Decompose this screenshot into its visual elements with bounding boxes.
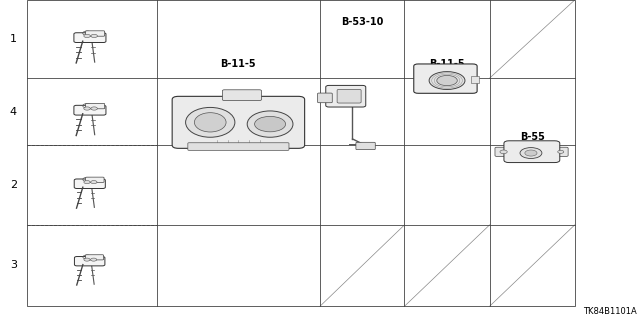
Circle shape xyxy=(84,34,90,38)
Circle shape xyxy=(91,107,97,110)
Circle shape xyxy=(91,258,97,261)
Ellipse shape xyxy=(247,111,293,137)
FancyBboxPatch shape xyxy=(356,142,375,150)
Ellipse shape xyxy=(186,108,235,137)
FancyBboxPatch shape xyxy=(223,90,262,100)
FancyBboxPatch shape xyxy=(495,147,512,156)
Text: 1: 1 xyxy=(10,34,17,44)
FancyBboxPatch shape xyxy=(188,143,289,150)
Ellipse shape xyxy=(195,113,226,132)
Circle shape xyxy=(84,258,90,261)
FancyBboxPatch shape xyxy=(326,85,366,107)
FancyBboxPatch shape xyxy=(554,147,568,156)
Text: 2: 2 xyxy=(10,180,17,190)
Text: B-55: B-55 xyxy=(520,132,545,142)
FancyBboxPatch shape xyxy=(317,93,332,103)
Circle shape xyxy=(520,148,542,159)
FancyBboxPatch shape xyxy=(86,103,105,109)
Circle shape xyxy=(255,116,285,132)
FancyBboxPatch shape xyxy=(337,89,361,103)
FancyBboxPatch shape xyxy=(74,256,105,266)
Text: TK84B1101A: TK84B1101A xyxy=(583,308,637,316)
Text: B-53-10: B-53-10 xyxy=(341,17,383,27)
Circle shape xyxy=(84,181,90,184)
Circle shape xyxy=(84,107,90,110)
FancyBboxPatch shape xyxy=(414,64,477,93)
Circle shape xyxy=(500,150,508,154)
FancyBboxPatch shape xyxy=(74,33,106,42)
Text: 4: 4 xyxy=(10,107,17,117)
FancyBboxPatch shape xyxy=(74,179,106,189)
FancyBboxPatch shape xyxy=(172,96,305,148)
Bar xyxy=(27,0,575,306)
FancyBboxPatch shape xyxy=(86,255,104,260)
Circle shape xyxy=(437,75,458,86)
FancyBboxPatch shape xyxy=(86,31,105,36)
Circle shape xyxy=(525,150,537,156)
Circle shape xyxy=(91,34,97,38)
Text: B-11-5: B-11-5 xyxy=(429,59,465,69)
Text: 3: 3 xyxy=(10,260,17,271)
Circle shape xyxy=(557,150,564,153)
FancyBboxPatch shape xyxy=(504,141,560,163)
Circle shape xyxy=(91,181,97,184)
Circle shape xyxy=(429,72,465,90)
FancyBboxPatch shape xyxy=(86,177,104,182)
Text: B-11-5: B-11-5 xyxy=(220,59,256,69)
Bar xyxy=(471,76,479,83)
FancyBboxPatch shape xyxy=(74,105,106,115)
